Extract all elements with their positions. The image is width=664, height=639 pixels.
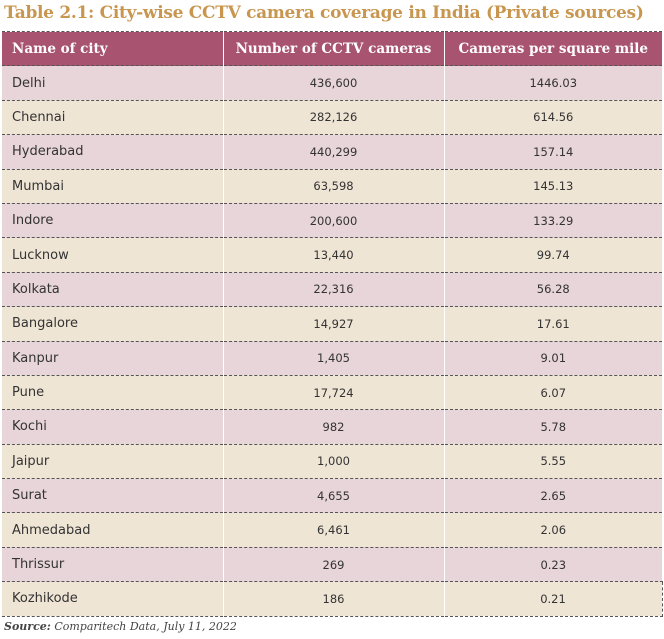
table-row: Indore 200,600 133.29 bbox=[2, 203, 662, 239]
cameras-per-sq-mile: 133.29 bbox=[443, 203, 662, 239]
city-name: Kolkata bbox=[2, 272, 223, 308]
cameras-per-sq-mile: 145.13 bbox=[443, 169, 662, 204]
camera-count: 1,405 bbox=[222, 341, 444, 376]
table-row: Hyderabad 440,299 157.14 bbox=[2, 134, 662, 170]
table-row: Kanpur 1,405 9.01 bbox=[2, 341, 662, 376]
source-label: Source: bbox=[4, 620, 51, 633]
city-name: Delhi bbox=[2, 65, 223, 101]
city-name: Chennai bbox=[2, 100, 223, 136]
table-row: Delhi 436,600 1446.03 bbox=[2, 65, 662, 101]
table-row: Kozhikode 186 0.21 bbox=[2, 581, 663, 617]
cameras-per-sq-mile: 1446.03 bbox=[443, 65, 662, 101]
cameras-per-sq-mile: 0.21 bbox=[443, 581, 663, 617]
col-header-density: Cameras per square mile bbox=[443, 30, 662, 67]
city-name: Pune bbox=[2, 375, 223, 411]
camera-count: 63,598 bbox=[222, 169, 444, 204]
cameras-per-sq-mile: 56.28 bbox=[443, 272, 662, 308]
city-name: Surat bbox=[2, 478, 223, 514]
city-name: Indore bbox=[2, 203, 223, 239]
table-row: Thrissur 269 0.23 bbox=[2, 547, 662, 583]
camera-count: 13,440 bbox=[222, 237, 444, 273]
cameras-per-sq-mile: 2.06 bbox=[443, 512, 662, 548]
camera-count: 200,600 bbox=[222, 203, 444, 239]
cameras-per-sq-mile: 9.01 bbox=[443, 341, 662, 376]
cameras-per-sq-mile: 614.56 bbox=[443, 100, 662, 136]
cameras-per-sq-mile: 99.74 bbox=[443, 237, 662, 273]
table-row: Jaipur 1,000 5.55 bbox=[2, 444, 662, 480]
camera-count: 269 bbox=[222, 547, 444, 583]
table-row: Kolkata 22,316 56.28 bbox=[2, 272, 662, 308]
camera-count: 282,126 bbox=[222, 100, 444, 136]
col-header-cameras: Number of CCTV cameras bbox=[222, 30, 444, 67]
city-name: Bangalore bbox=[2, 306, 223, 342]
city-name: Thrissur bbox=[2, 547, 223, 583]
source-note: Source: Comparitech Data, July 11, 2022 bbox=[4, 620, 237, 633]
camera-count: 6,461 bbox=[222, 512, 444, 548]
city-name: Kochi bbox=[2, 409, 223, 445]
table-title: Table 2.1: City-wise CCTV camera coverag… bbox=[4, 3, 644, 23]
cameras-per-sq-mile: 0.23 bbox=[443, 547, 662, 583]
camera-count: 186 bbox=[222, 581, 444, 617]
camera-count: 436,600 bbox=[222, 65, 444, 101]
table-row: Kochi 982 5.78 bbox=[2, 409, 662, 445]
city-name: Hyderabad bbox=[2, 134, 223, 170]
city-name: Ahmedabad bbox=[2, 512, 223, 548]
cameras-per-sq-mile: 6.07 bbox=[443, 375, 662, 411]
cctv-table: Name of city Number of CCTV cameras Came… bbox=[2, 30, 663, 617]
cameras-per-sq-mile: 157.14 bbox=[443, 134, 662, 170]
camera-count: 4,655 bbox=[222, 478, 444, 514]
table-row: Chennai 282,126 614.56 bbox=[2, 100, 662, 136]
cameras-per-sq-mile: 5.55 bbox=[443, 444, 662, 480]
city-name: Kozhikode bbox=[2, 581, 223, 617]
camera-count: 17,724 bbox=[222, 375, 444, 411]
table-row: Bangalore 14,927 17.61 bbox=[2, 306, 662, 342]
camera-count: 1,000 bbox=[222, 444, 444, 480]
table-row: Ahmedabad 6,461 2.06 bbox=[2, 512, 662, 548]
cameras-per-sq-mile: 17.61 bbox=[443, 306, 662, 342]
header-row: Name of city Number of CCTV cameras Came… bbox=[2, 30, 662, 67]
city-name: Mumbai bbox=[2, 169, 223, 204]
city-name: Jaipur bbox=[2, 444, 223, 480]
table-row: Surat 4,655 2.65 bbox=[2, 478, 662, 514]
camera-count: 982 bbox=[222, 409, 444, 445]
cameras-per-sq-mile: 5.78 bbox=[443, 409, 662, 445]
col-header-city: Name of city bbox=[2, 30, 223, 67]
table-row: Lucknow 13,440 99.74 bbox=[2, 237, 662, 273]
table-row: Pune 17,724 6.07 bbox=[2, 375, 662, 411]
camera-count: 440,299 bbox=[222, 134, 444, 170]
table-row: Mumbai 63,598 145.13 bbox=[2, 169, 662, 204]
city-name: Lucknow bbox=[2, 237, 223, 273]
source-text: Comparitech Data, July 11, 2022 bbox=[50, 620, 237, 633]
cameras-per-sq-mile: 2.65 bbox=[443, 478, 662, 514]
camera-count: 14,927 bbox=[222, 306, 444, 342]
city-name: Kanpur bbox=[2, 341, 223, 376]
camera-count: 22,316 bbox=[222, 272, 444, 308]
